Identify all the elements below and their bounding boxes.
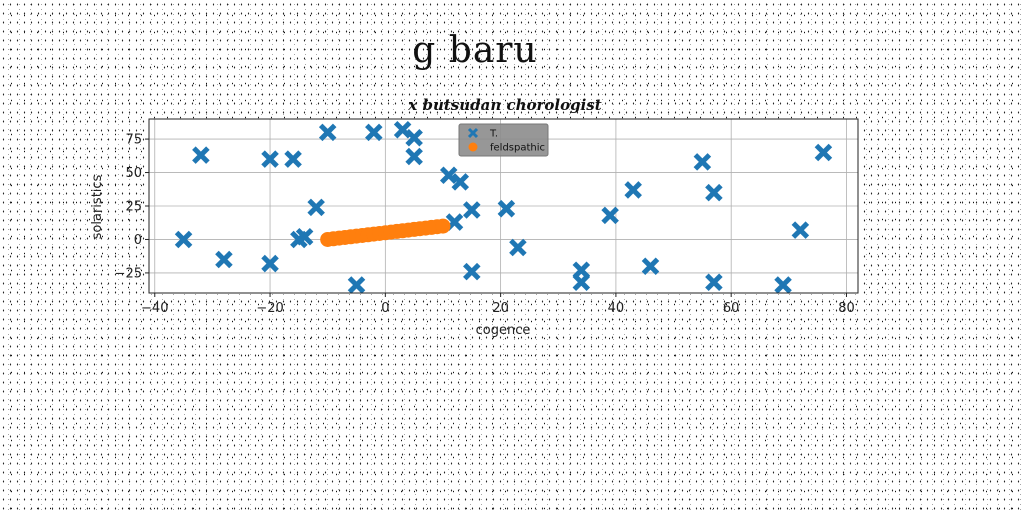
data-point-x — [601, 206, 619, 225]
series-layer — [174, 120, 833, 294]
chart-subtitle: x butsudan chorologist — [407, 96, 601, 114]
data-point-x — [192, 146, 210, 164]
x-tick-label: 40 — [608, 301, 625, 316]
series-2 — [320, 218, 451, 247]
data-point-x — [174, 230, 193, 249]
legend-label: T. — [489, 129, 498, 140]
data-point-x — [307, 198, 325, 217]
y-tick-label: −25 — [115, 266, 142, 281]
data-point-x — [693, 153, 712, 171]
data-point-x — [284, 150, 302, 168]
data-point-x — [814, 143, 833, 162]
y-tick-label: 75 — [125, 133, 142, 148]
legend-box — [458, 123, 549, 157]
x-tick-label: −20 — [256, 301, 283, 316]
y-tick-label: 25 — [125, 200, 142, 215]
data-point-x — [463, 262, 481, 281]
data-point-x — [439, 166, 458, 184]
data-point-x — [318, 123, 337, 142]
data-point-x — [624, 181, 642, 199]
y-axis-label: solaristics — [90, 174, 105, 239]
data-point-x — [463, 201, 481, 219]
data-point-x — [641, 257, 660, 275]
x-tick-label: −40 — [141, 301, 168, 316]
y-tick-label: 0 — [134, 233, 142, 248]
data-point-x — [497, 199, 516, 218]
x-tick-label: 0 — [381, 301, 389, 316]
data-point-x — [261, 150, 279, 168]
legend-marker — [468, 142, 478, 152]
plot-frame — [148, 118, 859, 294]
data-point-x — [347, 276, 366, 294]
legend: T. feldspathic — [458, 123, 549, 157]
data-point-circle — [435, 218, 451, 234]
data-point-x — [509, 238, 527, 257]
data-point-x — [261, 254, 279, 273]
data-point-x — [705, 183, 723, 202]
x-tick-label: 20 — [492, 301, 509, 316]
data-point-x — [791, 221, 810, 239]
data-point-x — [705, 273, 723, 292]
series-1 — [174, 120, 833, 294]
x-axis-label: cogence — [476, 323, 531, 338]
data-point-x — [295, 228, 314, 246]
chart-title: g baru — [412, 30, 538, 71]
data-point-x — [572, 273, 591, 292]
x-tick-label: 60 — [723, 301, 740, 316]
y-tick-label: 50 — [125, 166, 142, 181]
data-point-x — [215, 250, 233, 269]
data-point-x — [405, 147, 423, 166]
data-point-x — [467, 127, 479, 139]
data-point-x — [405, 128, 423, 147]
x-tick-label: 80 — [838, 301, 855, 316]
data-point-x — [365, 123, 383, 142]
legend-label: feldspathic — [490, 143, 545, 154]
data-point-x — [451, 173, 470, 191]
data-point-x — [774, 276, 792, 294]
axes: −40 −20 0 20 40 60 80 −25 0 25 50 75 — [115, 118, 859, 316]
